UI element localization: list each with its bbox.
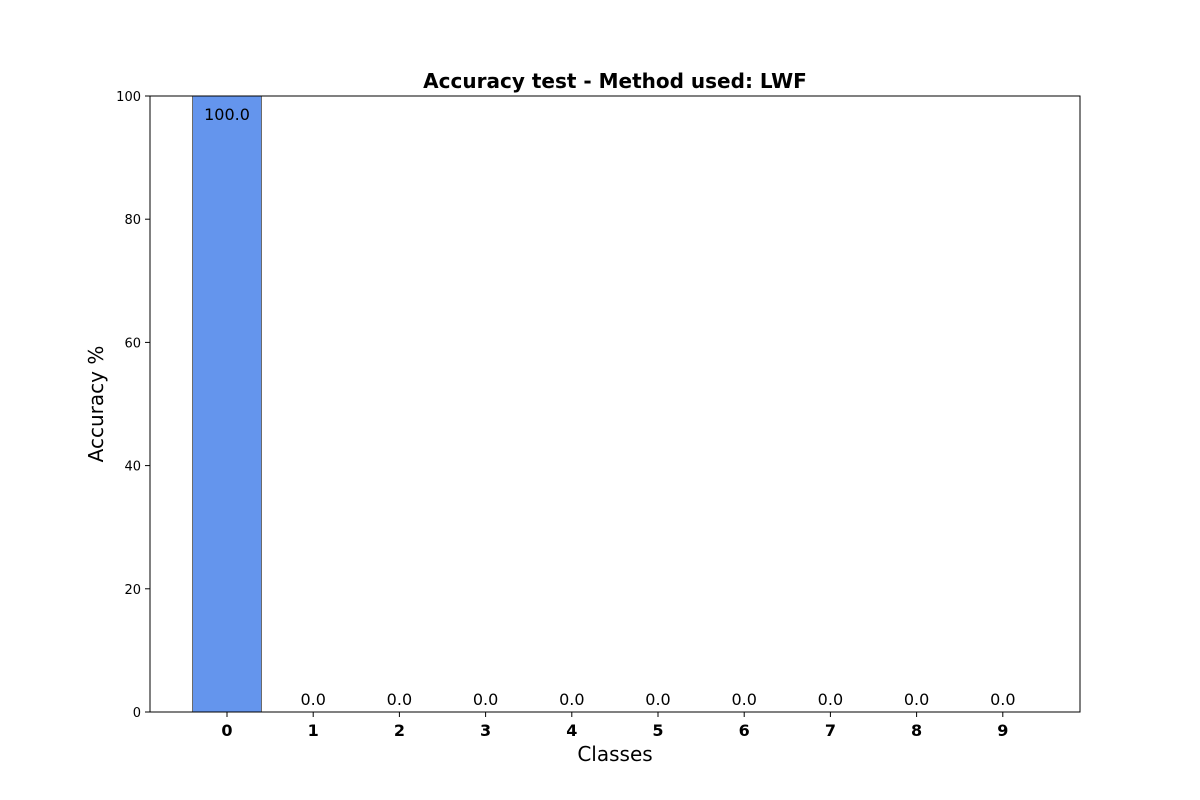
plot-frame [149,95,1081,713]
bar-value-label-2: 0.0 [387,690,412,709]
y-tick-label-40: 40 [124,460,141,475]
x-tick-label-2: 2 [394,721,405,740]
bar-value-label-7: 0.0 [818,690,843,709]
bars-layer: 100.0 0.0 0.0 0.0 0.0 0.0 0.0 0.0 0.0 0.0 [192,95,1016,713]
x-axis-label: Classes [577,742,652,766]
x-tick-label-8: 8 [911,721,922,740]
chart-title: Accuracy test - Method used: LWF [423,69,807,93]
bar-value-label-6: 0.0 [731,690,756,709]
y-tick-label-100: 100 [116,90,141,105]
y-tick-label-80: 80 [124,213,141,228]
bar-value-label-9: 0.0 [990,690,1015,709]
bar-value-label-1: 0.0 [300,690,325,709]
x-tick-label-0: 0 [221,721,232,740]
bar-value-label-0: 100.0 [204,105,250,124]
y-tick-label-20: 20 [124,583,141,598]
bar-value-label-5: 0.0 [645,690,670,709]
x-tick-label-5: 5 [652,721,663,740]
x-tick-label-6: 6 [739,721,750,740]
bar-value-label-4: 0.0 [559,690,584,709]
ticks-layer: 0 1 2 3 4 5 6 7 8 9 0 20 40 60 80 100 [116,90,1008,740]
y-tick-label-0: 0 [133,706,141,721]
x-tick-label-7: 7 [825,721,836,740]
x-tick-label-4: 4 [566,721,577,740]
y-tick-label-60: 60 [124,336,141,351]
x-tick-label-1: 1 [308,721,319,740]
bar-class-0 [192,95,262,713]
y-axis-label: Accuracy % [84,346,108,463]
bar-value-label-3: 0.0 [473,690,498,709]
x-tick-label-3: 3 [480,721,491,740]
bar-value-label-8: 0.0 [904,690,929,709]
x-tick-label-9: 9 [997,721,1008,740]
